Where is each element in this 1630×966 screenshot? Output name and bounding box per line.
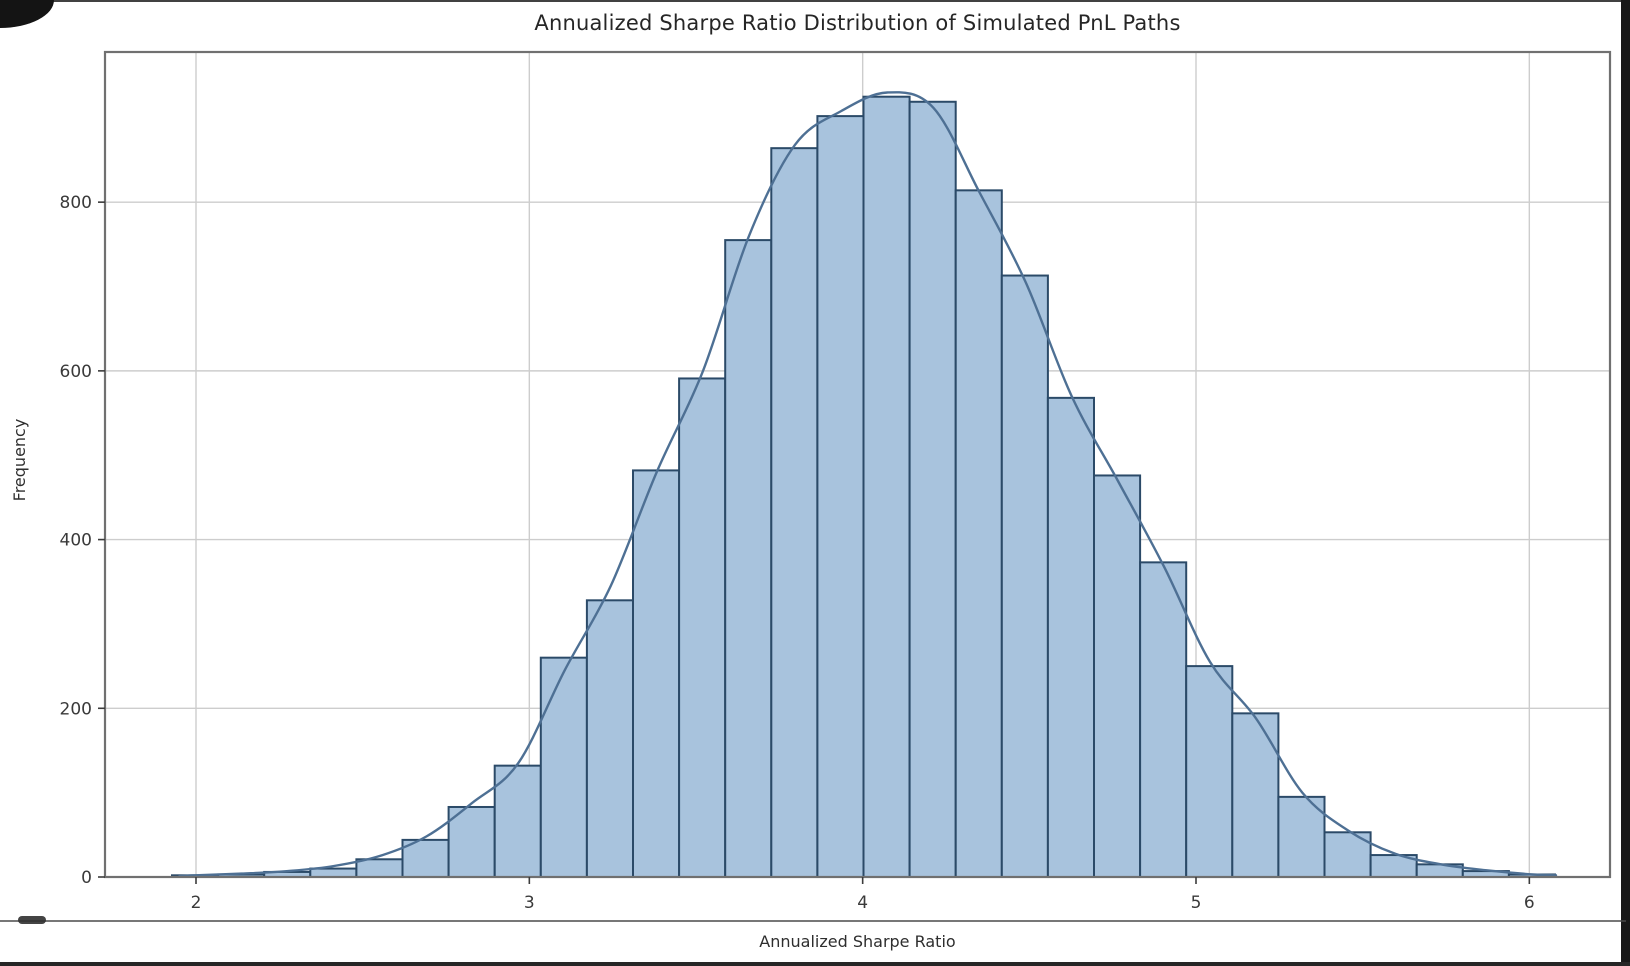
x-tick-label: 5	[1191, 893, 1202, 913]
y-tick-label: 400	[60, 531, 92, 551]
frame-artifact-top-line	[0, 0, 1630, 2]
histogram-bar	[632, 469, 681, 878]
x-tick-label: 4	[857, 893, 868, 913]
y-tick-label: 0	[81, 868, 92, 888]
y-tick-label: 200	[60, 699, 92, 719]
y-tick-label: 800	[60, 193, 92, 213]
histogram-bar	[724, 239, 773, 878]
histogram-bar	[1185, 665, 1234, 878]
chart-title: Annualized Sharpe Ratio Distribution of …	[534, 11, 1181, 35]
frame-artifact-streak-blob	[18, 916, 46, 924]
histogram-bar	[355, 858, 404, 879]
histogram-bar	[539, 656, 588, 879]
axes-spines	[103, 50, 1612, 879]
frame-artifact-bottom-line	[0, 962, 1630, 966]
histogram-bar	[1093, 474, 1142, 878]
kde-curve	[178, 91, 1558, 878]
histogram-bar	[816, 115, 865, 879]
histogram-bar	[1277, 795, 1326, 878]
frame-artifact-right-strip	[1621, 0, 1630, 966]
histogram-bar	[309, 867, 358, 878]
histogram-bar	[1139, 561, 1188, 879]
histogram-bar	[770, 147, 819, 878]
histogram-bar	[908, 100, 957, 878]
histogram-bar	[447, 805, 496, 879]
histogram-bar	[1231, 712, 1280, 878]
x-tick-label: 3	[524, 893, 535, 913]
histogram-bar	[954, 189, 1003, 878]
y-tick-label: 600	[60, 362, 92, 382]
histogram-bar	[585, 599, 635, 878]
histogram-bar	[1000, 274, 1049, 878]
histogram-bar	[1046, 396, 1096, 878]
x-tick-label: 6	[1524, 893, 1535, 913]
x-tick-label: 2	[191, 893, 202, 913]
histogram-bar	[678, 377, 727, 878]
x-axis-label: Annualized Sharpe Ratio	[759, 932, 956, 951]
frame-artifact-streak	[0, 920, 1626, 922]
histogram-bar	[862, 95, 911, 878]
